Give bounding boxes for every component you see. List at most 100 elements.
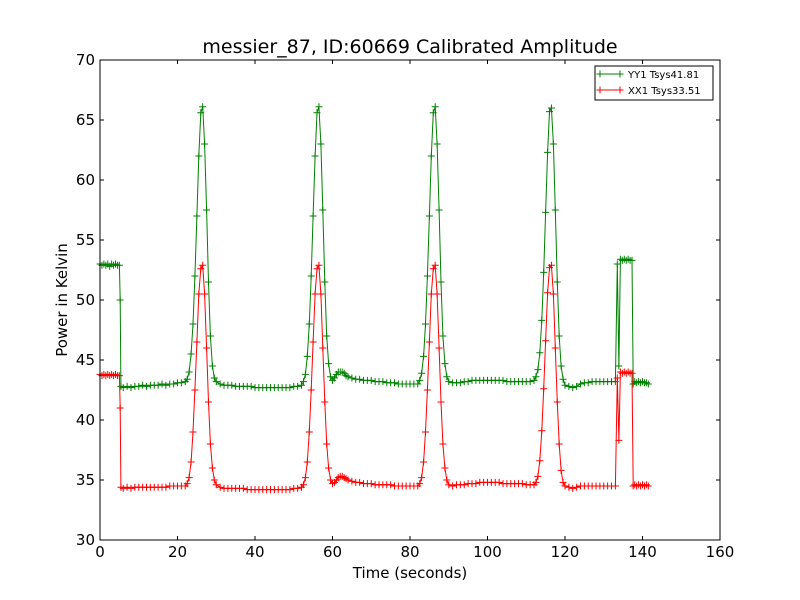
data-point-0-24 [162,381,170,389]
data-point-1-185 [628,369,636,377]
data-point-1-126 [449,482,457,490]
data-point-0-54 [247,382,255,390]
data-point-0-164 [565,382,573,390]
data-point-0-115 [425,212,433,220]
data-point-1-68 [299,481,307,489]
data-point-1-129 [460,481,468,489]
data-point-0-73 [309,212,317,220]
data-point-1-15 [127,484,135,492]
data-point-1-45 [212,481,220,489]
tick-layer: 0 20 40 60 80 100 120 140 160 30 35 40 45 50 55 60 65 70 [76,51,734,561]
legend-marker-xx1 [596,86,624,94]
x-tick-label-80: 80 [400,543,419,561]
y-tick-label-40: 40 [76,411,95,429]
data-point-0-109 [414,380,422,388]
data-point-0-103 [391,379,398,387]
data-point-1-163 [561,482,569,490]
data-point-0-18 [139,381,147,389]
data-point-1-79 [321,398,329,406]
x-tick-label-0: 0 [95,543,105,561]
data-point-0-117 [429,109,437,117]
data-point-1-70 [303,458,311,466]
data-point-0-84 [330,374,338,382]
data-point-1-144 [518,480,526,488]
x-axis-label: Time (seconds) [352,564,468,582]
data-point-0-177 [613,260,621,268]
data-point-0-114 [423,272,431,280]
data-point-1-81 [325,464,333,472]
data-point-0-49 [228,381,236,389]
data-point-0-31 [185,368,193,376]
data-point-0-122 [439,332,447,340]
data-point-0-42 [206,332,214,340]
data-point-1-148 [532,478,540,486]
data-point-1-132 [472,480,480,488]
data-point-0-146 [526,378,534,386]
data-point-0-194 [644,380,652,388]
data-point-1-24 [162,483,170,491]
data-point-0-111 [418,369,426,377]
series-layer [96,103,652,494]
data-point-1-166 [573,483,581,491]
y-axis-label: Power in Kelvin [53,243,71,357]
data-point-0-23 [158,380,166,388]
data-point-1-119 [433,290,441,298]
data-point-0-151 [538,316,546,324]
data-point-0-77 [317,140,325,148]
legend-marker-point [616,86,624,94]
data-point-0-81 [325,360,333,368]
legend-marker-point [616,70,624,78]
data-point-0-71 [305,320,313,328]
data-point-0-39 [201,140,209,148]
x-tick-label-160: 160 [706,543,735,561]
legend-box [594,65,714,101]
data-point-1-41 [205,398,212,406]
data-point-0-155 [546,108,553,116]
data-point-0-116 [427,152,435,160]
data-point-1-69 [301,474,309,482]
data-point-1-35 [193,338,201,346]
data-point-0-69 [301,370,309,378]
data-point-1-73 [309,338,317,346]
data-point-0-75 [313,109,321,117]
data-point-0-64 [286,384,294,392]
data-point-1-110 [416,480,424,488]
data-point-0-41 [205,278,212,286]
data-point-0-156 [547,104,555,112]
data-point-1-80 [323,440,331,448]
data-point-1-160 [555,440,563,448]
data-point-0-185 [628,256,636,264]
data-point-1-120 [435,344,443,352]
data-point-1-13 [119,484,127,492]
data-point-1-153 [542,337,550,345]
data-point-0-150 [536,349,544,357]
data-point-1-111 [418,474,426,482]
data-point-0-118 [431,103,439,111]
y-tick-label-30: 30 [76,531,95,549]
data-point-1-176 [611,482,619,490]
data-point-0-121 [437,278,445,286]
data-point-0-22 [154,381,162,389]
data-point-0-165 [569,384,577,392]
data-point-0-15 [127,384,135,392]
y-tick-label-60: 60 [76,171,95,189]
data-point-1-115 [425,338,433,346]
x-tick-label-100: 100 [473,543,502,561]
data-point-0-112 [420,352,428,360]
data-point-0-123 [441,360,449,368]
data-point-1-177 [613,374,621,382]
data-point-1-151 [538,427,546,435]
data-point-0-11 [116,296,124,304]
data-point-0-119 [433,140,441,148]
data-point-1-178 [615,436,623,444]
data-point-0-78 [319,206,327,214]
data-point-1-161 [557,466,565,474]
data-point-1-194 [644,482,652,490]
data-point-0-38 [199,103,207,111]
data-point-1-124 [443,476,451,484]
data-point-1-121 [437,398,445,406]
data-point-0-166 [573,382,581,390]
data-point-1-72 [307,386,315,394]
legend-label-yy1: YY1 Tsys41.81 [627,70,699,81]
data-point-0-152 [540,268,548,276]
